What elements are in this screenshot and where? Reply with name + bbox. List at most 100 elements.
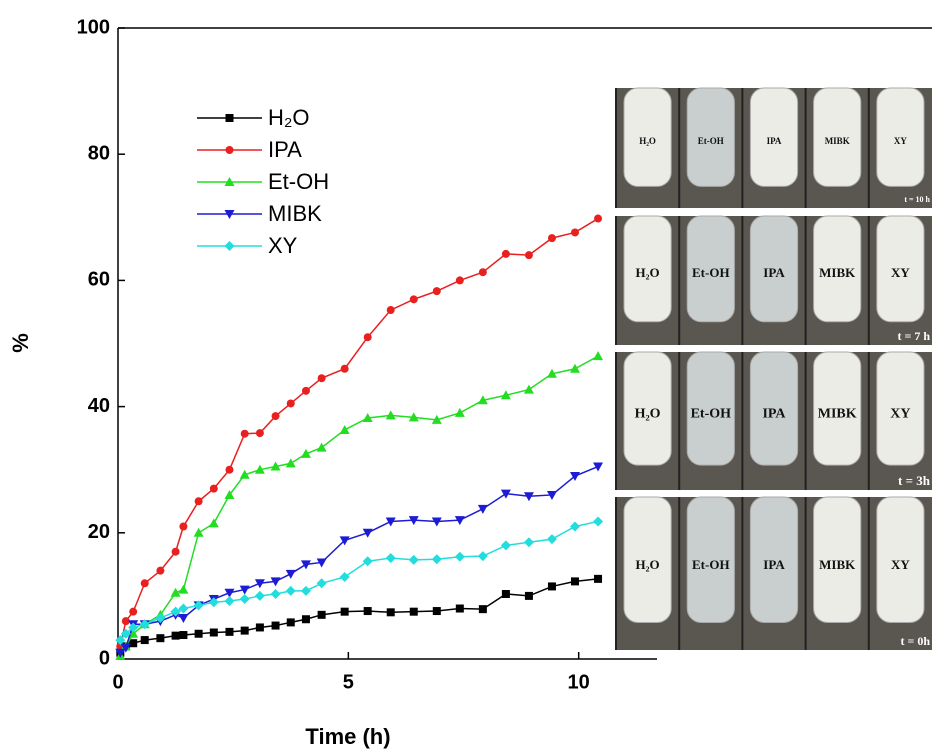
data-point bbox=[569, 472, 580, 482]
data-point bbox=[501, 590, 510, 599]
data-point bbox=[286, 399, 295, 408]
data-point bbox=[547, 582, 556, 591]
tube-label: Et-OH bbox=[698, 136, 724, 146]
test-tube bbox=[686, 87, 735, 187]
data-point bbox=[271, 412, 280, 421]
legend-marker bbox=[225, 146, 234, 154]
data-point bbox=[316, 442, 327, 452]
y-tick-label: 60 bbox=[88, 269, 110, 291]
data-point bbox=[478, 268, 487, 277]
tube-label: MIBK bbox=[825, 136, 850, 146]
tube-label: MIBK bbox=[819, 265, 856, 280]
tube-label: IPA bbox=[763, 557, 785, 572]
data-point bbox=[156, 634, 165, 643]
data-point bbox=[208, 597, 219, 608]
test-tube bbox=[623, 215, 672, 323]
data-point bbox=[115, 635, 126, 646]
data-point bbox=[524, 251, 533, 260]
data-point bbox=[455, 604, 464, 613]
tube-label: Et-OH bbox=[692, 557, 730, 572]
data-point bbox=[224, 489, 235, 499]
data-point bbox=[255, 623, 264, 632]
data-point bbox=[500, 390, 511, 400]
data-point bbox=[546, 534, 557, 545]
data-point bbox=[340, 364, 349, 373]
data-point bbox=[301, 615, 310, 624]
time-label: t = 7 h bbox=[897, 329, 930, 343]
data-point bbox=[454, 407, 465, 417]
data-point bbox=[339, 536, 350, 546]
data-point bbox=[317, 374, 326, 383]
legend-label: IPA bbox=[268, 137, 302, 162]
data-point bbox=[140, 636, 149, 645]
time-label: t = 3h bbox=[898, 473, 931, 488]
series-line bbox=[119, 355, 599, 657]
test-tube bbox=[876, 215, 925, 323]
data-point bbox=[285, 585, 296, 596]
data-point bbox=[547, 234, 556, 243]
x-tick-label: 10 bbox=[568, 671, 590, 693]
tube-label: IPA bbox=[767, 136, 782, 146]
tube-label: XY bbox=[890, 406, 910, 421]
legend-marker bbox=[225, 114, 234, 122]
test-tube bbox=[876, 351, 925, 466]
data-point bbox=[477, 504, 488, 514]
data-point bbox=[454, 551, 465, 562]
data-point bbox=[171, 547, 180, 556]
data-point bbox=[178, 603, 189, 614]
data-point bbox=[121, 617, 130, 626]
data-point bbox=[385, 410, 396, 420]
y-axis-label: % bbox=[8, 333, 33, 353]
data-point bbox=[224, 595, 235, 606]
data-point bbox=[524, 591, 533, 600]
data-point bbox=[255, 429, 264, 438]
photo-inset: H₂O Et-OH IPA MIBK XY t = 10 h bbox=[615, 87, 932, 208]
data-point bbox=[155, 612, 166, 623]
data-point bbox=[139, 619, 150, 630]
tube-label: XY bbox=[891, 265, 910, 280]
data-point bbox=[385, 553, 396, 564]
test-tube bbox=[686, 496, 735, 623]
data-point bbox=[316, 558, 327, 568]
data-point bbox=[594, 214, 603, 223]
data-point bbox=[270, 589, 281, 600]
data-point bbox=[300, 585, 311, 596]
data-point bbox=[523, 384, 534, 394]
data-point bbox=[115, 648, 126, 658]
data-point bbox=[569, 521, 580, 532]
data-point bbox=[408, 554, 419, 565]
y-tick-label: 40 bbox=[88, 395, 110, 417]
data-point bbox=[171, 631, 180, 640]
tube-label: H₂O bbox=[639, 136, 656, 146]
data-point bbox=[478, 605, 487, 614]
data-point bbox=[570, 577, 579, 586]
tube-label: H₂O bbox=[635, 406, 661, 421]
data-point bbox=[500, 540, 511, 551]
data-point bbox=[270, 577, 281, 587]
y-tick-label: 0 bbox=[99, 647, 110, 669]
legend-label: XY bbox=[268, 233, 298, 258]
data-point bbox=[546, 368, 557, 378]
data-point bbox=[386, 306, 395, 315]
data-point bbox=[523, 492, 534, 502]
data-point bbox=[386, 608, 395, 617]
test-tube bbox=[686, 215, 735, 323]
data-point bbox=[362, 412, 373, 422]
data-point bbox=[432, 607, 441, 616]
data-point bbox=[271, 621, 280, 630]
data-point bbox=[193, 600, 204, 611]
data-point bbox=[285, 569, 296, 579]
data-point bbox=[593, 351, 604, 361]
legend-label: Et-OH bbox=[268, 169, 329, 194]
data-point bbox=[409, 295, 418, 304]
data-point bbox=[140, 579, 149, 588]
data-point bbox=[432, 287, 441, 296]
data-point bbox=[225, 465, 234, 474]
data-point bbox=[254, 590, 265, 601]
data-point bbox=[129, 639, 138, 648]
data-point bbox=[593, 462, 604, 472]
data-point bbox=[362, 556, 373, 567]
data-point bbox=[178, 613, 189, 623]
data-point bbox=[170, 587, 181, 597]
